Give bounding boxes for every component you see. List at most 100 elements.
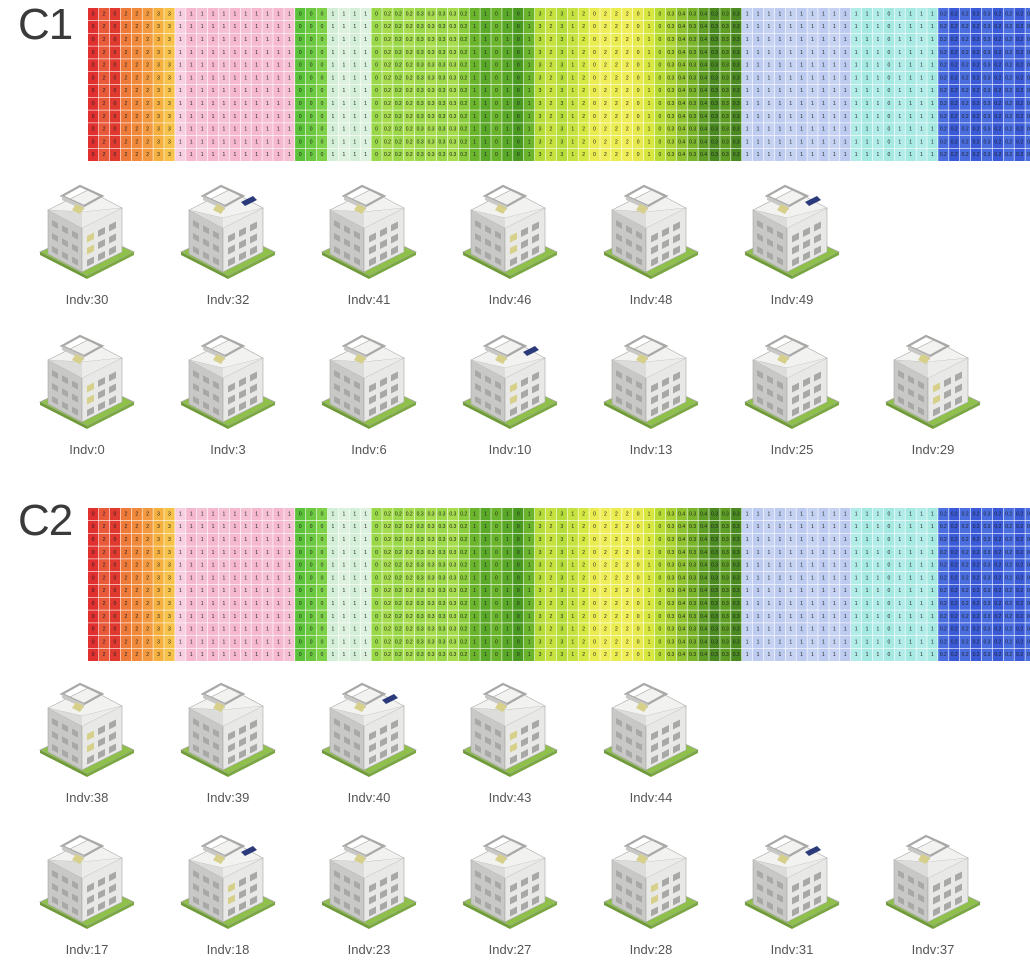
heatmap-cell-value: 0 — [495, 537, 498, 543]
building-label: Indv:18 — [206, 942, 250, 957]
heatmap-cell-value: 1 — [822, 537, 825, 543]
heatmap-cell — [960, 84, 971, 97]
heatmap-cell-value: 1 — [223, 37, 226, 43]
heatmap-cell — [131, 84, 142, 97]
heatmap-cell — [382, 508, 393, 521]
heatmap-cell-value: 0.2 — [940, 88, 947, 94]
heatmap-cell — [502, 123, 513, 136]
heatmap-cell-value: 3 — [560, 152, 563, 158]
heatmap-cell-value: 0 — [310, 639, 313, 645]
heatmap-cell — [709, 46, 720, 59]
heatmap-cell — [284, 20, 295, 33]
heatmap-cell-value: 1 — [757, 537, 760, 543]
heatmap-cell-value: 3 — [539, 588, 542, 594]
heatmap-cell — [611, 597, 622, 610]
heatmap-cell-value: 0 — [659, 127, 662, 133]
heatmap-cell-value: 1 — [898, 152, 901, 158]
heatmap-cell — [153, 623, 164, 636]
heatmap-cell-value: 0.2 — [460, 639, 467, 645]
heatmap-cell-value: 3 — [168, 601, 171, 607]
heatmap-cell — [393, 8, 404, 21]
heatmap-cell — [436, 610, 448, 623]
heatmap-cell-value: 1 — [800, 550, 803, 556]
heatmap-cell-value: 0.2 — [1005, 101, 1012, 107]
heatmap-cell-value: 0 — [495, 588, 498, 594]
heatmap-cell — [415, 520, 426, 533]
heatmap-cell — [371, 636, 382, 649]
heatmap-cell-value: 1 — [877, 639, 880, 645]
heatmap-cell-value: 1 — [855, 114, 858, 120]
heatmap-cell-value: 0 — [517, 75, 520, 81]
heatmap-cell — [360, 623, 371, 636]
heatmap-cell-value: 1 — [364, 63, 367, 69]
heatmap-cell-value: 1 — [757, 511, 760, 517]
heatmap-cell — [186, 148, 197, 161]
heatmap-cell-value: 2 — [550, 601, 553, 607]
heatmap-cell-value: 2 — [626, 524, 629, 530]
heatmap-cell — [534, 148, 546, 161]
heatmap-cell — [425, 546, 437, 559]
heatmap-cell — [371, 597, 382, 610]
heatmap-cell-value: 2 — [124, 511, 127, 517]
heatmap-cell-value: 0.3 — [689, 11, 696, 17]
heatmap-cell — [436, 136, 448, 149]
heatmap-cell — [109, 623, 121, 636]
heatmap-cell — [916, 123, 927, 136]
heatmap-cell-value: 1 — [571, 550, 574, 556]
heatmap-cell-value: 1 — [364, 24, 367, 30]
heatmap-cell — [425, 597, 437, 610]
heatmap-cell — [676, 84, 687, 97]
heatmap-cell-value: 1 — [768, 101, 771, 107]
heatmap-cell — [513, 33, 524, 46]
heatmap-cell — [197, 136, 208, 149]
heatmap-cell — [131, 20, 142, 33]
heatmap-cell-value: 1 — [866, 11, 869, 17]
heatmap-cell-value: 0 — [375, 614, 378, 620]
heatmap-cell-value: 1 — [342, 24, 345, 30]
heatmap-cell — [175, 33, 186, 46]
heatmap-cell — [676, 46, 687, 59]
heatmap-cell-value: 3 — [539, 614, 542, 620]
heatmap-cell-value: 3 — [157, 50, 160, 56]
heatmap-cell-value: 0.2 — [951, 114, 958, 120]
heatmap-cell-value: 1 — [201, 524, 204, 530]
heatmap-cell — [763, 148, 775, 161]
heatmap-cell-value: 0 — [495, 63, 498, 69]
heatmap-cell — [883, 72, 894, 85]
heatmap-cell — [513, 97, 524, 110]
heatmap-cell-value: 1 — [768, 537, 771, 543]
heatmap-cell — [742, 546, 753, 559]
heatmap-cell-value: 2 — [103, 614, 106, 620]
heatmap-cell — [720, 546, 731, 559]
heatmap-cell — [284, 559, 295, 572]
heatmap-cell — [611, 623, 622, 636]
heatmap-cell-value: 1 — [506, 11, 509, 17]
heatmap-cell — [851, 648, 862, 661]
heatmap-cell-value: 0.2 — [395, 152, 402, 158]
heatmap-cell — [960, 59, 971, 72]
heatmap-cell-value: 1 — [571, 614, 574, 620]
heatmap-cell-value: 1 — [877, 537, 880, 543]
heatmap-cell — [742, 8, 753, 21]
heatmap-cell — [949, 572, 960, 585]
heatmap-cell-value: 1 — [484, 88, 487, 94]
heatmap-cell — [142, 636, 153, 649]
heatmap-cell — [142, 84, 153, 97]
heatmap-cell — [404, 520, 415, 533]
heatmap-cell-value: 0.2 — [951, 50, 958, 56]
heatmap-cell-value: 1 — [800, 152, 803, 158]
heatmap-cell-value: 1 — [201, 563, 204, 569]
heatmap-cell — [611, 636, 622, 649]
heatmap-cell — [698, 648, 709, 661]
heatmap-cell-value: 3 — [168, 63, 171, 69]
heatmap-cell — [567, 597, 578, 610]
heatmap-cell — [981, 148, 993, 161]
heatmap-cell-value: 1 — [212, 550, 215, 556]
heatmap-cell — [981, 584, 993, 597]
heatmap-cell-value: 1 — [898, 550, 901, 556]
heatmap-cell-value: 0 — [114, 601, 117, 607]
heatmap-cell — [938, 33, 949, 46]
heatmap-cell — [415, 636, 426, 649]
heatmap-cell-value: 0 — [114, 88, 117, 94]
heatmap-cell — [1025, 8, 1030, 21]
